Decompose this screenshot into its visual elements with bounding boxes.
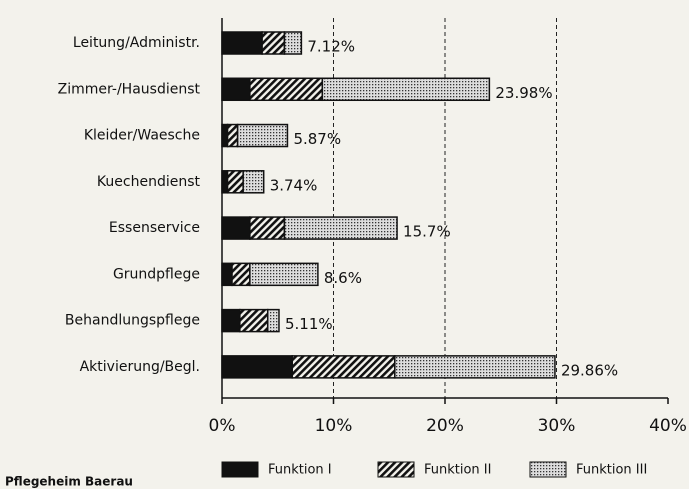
bar-segment — [283, 216, 398, 240]
y-tick-label: Leitung/Administr. — [73, 35, 200, 51]
bar-segment — [249, 77, 324, 102]
data-label: 3.74% — [270, 176, 318, 194]
legend-swatch — [377, 461, 415, 478]
legend-label: Funktion III — [576, 463, 647, 478]
legend-swatch — [221, 461, 259, 478]
data-label: 5.87% — [293, 130, 341, 148]
bar-segment — [221, 77, 251, 102]
bar-segment — [221, 262, 233, 287]
x-tick-label: 10% — [315, 416, 353, 436]
bar-segment — [221, 170, 229, 194]
data-label: 5.11% — [285, 315, 333, 333]
legend-label: Funktion II — [424, 463, 491, 478]
bar-segment — [236, 123, 289, 148]
data-label: 15.7% — [403, 223, 451, 241]
bar-segment — [221, 216, 251, 240]
bar-segment — [226, 123, 239, 148]
y-tick-label: Kuechendienst — [97, 174, 201, 190]
bar-segment — [266, 308, 280, 333]
data-label: 8.6% — [324, 269, 362, 287]
bar-segment — [239, 308, 269, 333]
bar-segment — [249, 216, 286, 240]
bar-segment — [321, 77, 491, 102]
y-tick-label: Zimmer-/Hausdienst — [58, 81, 201, 97]
bar-segment — [291, 355, 396, 379]
bar-segment — [221, 355, 293, 379]
bar-segment — [394, 355, 556, 379]
y-tick-label: Kleider/Waesche — [84, 128, 200, 144]
bar-segment — [226, 170, 244, 194]
x-tick-label: 0% — [209, 416, 236, 436]
y-tick-label: Essenservice — [109, 220, 200, 236]
bar-segment — [231, 262, 251, 287]
footnote: Pflegeheim Baerau — [5, 475, 133, 489]
x-tick-label: 30% — [538, 416, 576, 436]
data-label: 7.12% — [307, 38, 355, 56]
data-label: 23.98% — [495, 84, 552, 102]
x-tick-label: 40% — [649, 416, 687, 436]
bar-segment — [242, 170, 265, 194]
legend-swatch — [529, 461, 567, 478]
bar-segment — [249, 262, 319, 287]
bar-segment — [221, 308, 241, 333]
bar-segment — [261, 31, 286, 55]
x-tick-label: 20% — [426, 416, 464, 436]
bar-segment — [283, 31, 303, 55]
bar-segment — [221, 123, 229, 148]
legend-label: Funktion I — [268, 463, 332, 478]
y-tick-label: Behandlungspflege — [65, 313, 200, 329]
y-tick-label: Aktivierung/Begl. — [80, 359, 200, 375]
y-tick-label: Grundpflege — [113, 266, 200, 282]
data-label: 29.86% — [561, 361, 618, 379]
bar-segment — [221, 31, 263, 55]
